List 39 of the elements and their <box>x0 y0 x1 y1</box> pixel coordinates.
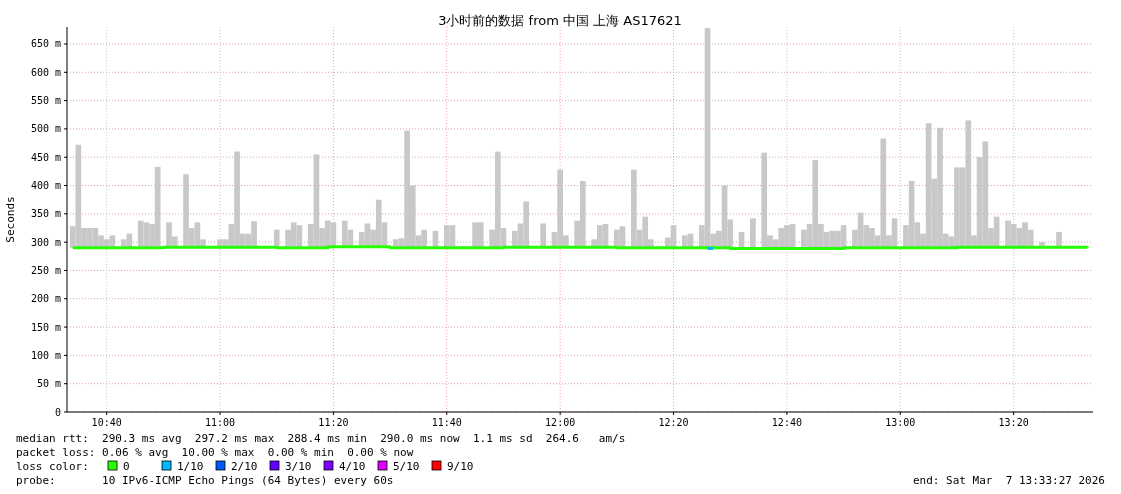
x-tick-label: 13:20 <box>998 417 1029 428</box>
y-tick-label: 250 m <box>30 264 61 276</box>
x-tick-label: 11:40 <box>431 417 462 428</box>
y-tick-label: 350 m <box>30 208 61 220</box>
y-tick-label: 600 m <box>30 66 61 78</box>
text: probe: 10 IPv6-ICMP Echo Pings (64 Bytes) every 60s <box>16 474 394 487</box>
y-tick-label: 400 m <box>30 180 61 192</box>
legend-label: 9/10 <box>447 460 474 473</box>
y-tick-label: 100 m <box>30 349 61 361</box>
x-tick-label: 11:00 <box>205 417 236 428</box>
y-tick-label: 500 m <box>30 123 61 135</box>
text: packet loss: 0.06 % avg 10.00 % max 0.00 % min 0.00 % now <box>16 446 414 459</box>
x-tick-label: 12:00 <box>545 417 576 428</box>
y-tick-label: 50 m <box>36 378 61 390</box>
y-tick-label: 450 m <box>30 151 61 163</box>
y-tick-label: 550 m <box>30 95 61 107</box>
y-tick-label: 300 m <box>30 236 61 248</box>
y-tick-label: 650 m <box>30 38 61 50</box>
text: median rtt: 290.3 ms avg 297.2 ms max 288.4 ms min 290.0 ms now 1.1 ms sd 264.6 am/s <box>16 432 626 445</box>
x-tick-label: 10:40 <box>91 417 122 428</box>
legend-label: 1/10 <box>177 460 204 473</box>
y-tick-label: 200 m <box>30 293 61 305</box>
bar <box>750 218 756 248</box>
x-tick-label: 12:20 <box>658 417 689 428</box>
text: end: Sat Mar 7 13:33:27 2026 <box>912 474 1105 487</box>
legend-label: 0 <box>123 460 130 473</box>
x-tick-label: 13:00 <box>885 417 916 428</box>
y-tick-label: 150 m <box>30 321 61 333</box>
bar <box>540 223 546 248</box>
legend-title: loss color: <box>16 460 89 473</box>
y-axis-title: Seconds <box>4 196 17 243</box>
legend-label: 2/10 <box>231 460 258 473</box>
legend-label: 4/10 <box>339 460 366 473</box>
legend-label: 3/10 <box>285 460 312 473</box>
x-tick-label: 12:40 <box>771 417 802 428</box>
x-tick-label: 11:20 <box>318 417 349 428</box>
legend-label: 5/10 <box>393 460 420 473</box>
chart-title: 3小时前的数据 from 中国 上海 AS17621 <box>438 13 682 28</box>
y-tick-label: 0 <box>54 406 61 418</box>
